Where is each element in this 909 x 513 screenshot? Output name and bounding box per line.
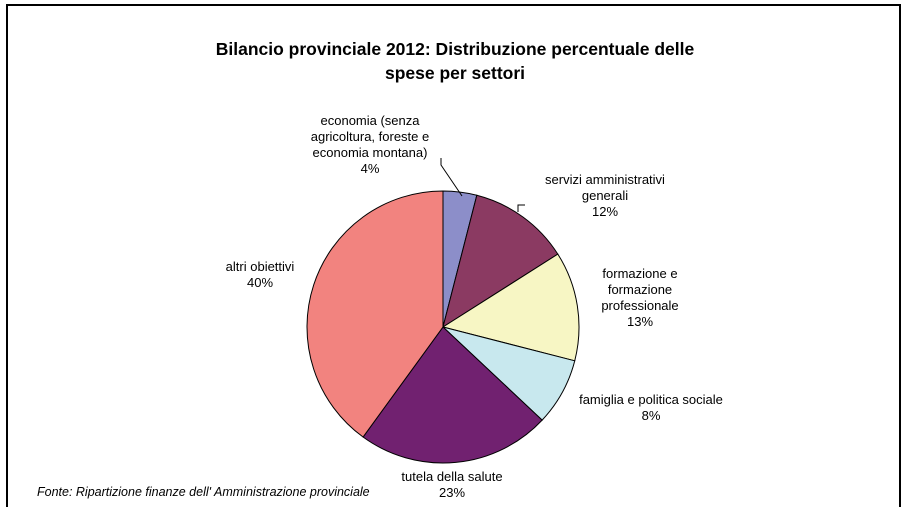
- label-famiglia-line-1: famiglia e politica sociale: [579, 392, 723, 407]
- label-tutela-pct: 23%: [438, 485, 466, 500]
- label-servizi-line-1: servizi amministrativi: [545, 172, 665, 187]
- label-economia: economia (senza agricoltura, foreste e e…: [290, 113, 450, 177]
- label-economia-line-1: economia (senza: [320, 113, 420, 128]
- pie-slice-tutela: [362, 326, 543, 464]
- label-famiglia: famiglia e politica sociale 8%: [566, 392, 736, 424]
- label-economia-line-2: agricoltura, foreste e: [310, 129, 430, 144]
- label-altri-line-1: altri obiettivi: [225, 259, 295, 274]
- leader-servizi: [517, 204, 525, 212]
- label-altri: altri obiettivi 40%: [205, 259, 315, 291]
- pie-slice-servizi: [442, 194, 559, 329]
- pie-slice-formazione: [441, 253, 580, 362]
- chart-title: Bilancio provinciale 2012: Distribuzione…: [150, 37, 760, 85]
- leader-economia: [440, 158, 463, 197]
- pie-slice-altri: [306, 190, 444, 438]
- label-tutela-line-1: tutela della salute: [401, 469, 503, 484]
- source-note: Fonte: Ripartizione finanze dell' Ammini…: [37, 485, 370, 499]
- chart-frame: [6, 4, 901, 507]
- chart-title-line-2: spese per settori: [384, 63, 526, 83]
- chart-title-line-1: Bilancio provinciale 2012: Distribuzione…: [215, 39, 695, 59]
- label-servizi: servizi amministrativi generali 12%: [525, 172, 685, 220]
- label-tutela: tutela della salute 23%: [372, 469, 532, 501]
- label-economia-line-3: economia montana): [312, 145, 428, 160]
- label-famiglia-pct: 8%: [641, 408, 661, 423]
- label-formazione-line-2: formazione: [607, 282, 673, 297]
- label-formazione-line-1: formazione e: [602, 266, 678, 281]
- label-economia-pct: 4%: [360, 161, 380, 176]
- label-formazione-pct: 13%: [626, 314, 654, 329]
- label-servizi-pct: 12%: [591, 204, 619, 219]
- label-formazione-line-3: professionale: [601, 298, 679, 313]
- label-servizi-line-2: generali: [581, 188, 629, 203]
- label-altri-pct: 40%: [246, 275, 274, 290]
- label-formazione: formazione e formazione professionale 13…: [580, 266, 700, 330]
